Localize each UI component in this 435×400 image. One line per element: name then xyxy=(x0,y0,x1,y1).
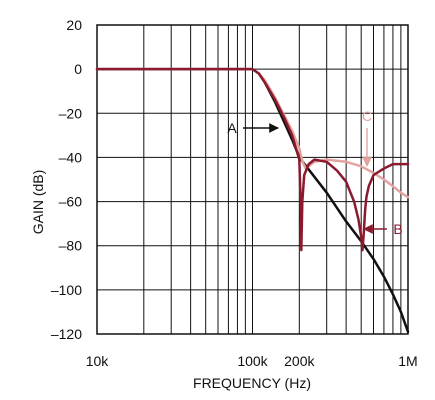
y-axis-tick-labels: 20 0 –20 –40 –60 –80 –100 –120 xyxy=(51,17,82,342)
y-tick-label: 20 xyxy=(66,17,82,33)
x-axis-title: FREQUENCY (Hz) xyxy=(193,375,311,391)
y-tick-label: –80 xyxy=(59,238,83,254)
x-tick-label: 200k xyxy=(284,353,315,369)
x-tick-label: 1M xyxy=(398,353,417,369)
y-tick-label: –20 xyxy=(59,105,83,121)
y-axis-title: GAIN (dB) xyxy=(30,170,46,235)
plot-grid xyxy=(96,24,409,335)
curves xyxy=(95,67,410,334)
y-tick-label: –100 xyxy=(51,282,82,298)
x-axis-tick-labels: 10k 100k 200k 1M xyxy=(86,353,418,369)
y-tick-label: –120 xyxy=(51,326,82,342)
curve-label-b: B xyxy=(393,221,402,237)
x-tick-label: 100k xyxy=(237,353,268,369)
plot-frame xyxy=(96,24,409,335)
x-tick-label: 10k xyxy=(86,353,110,369)
curve-label-a: A xyxy=(227,120,237,136)
curve-label-c: C xyxy=(362,108,372,124)
y-tick-label: –40 xyxy=(59,149,83,165)
y-tick-label: 0 xyxy=(74,61,82,77)
y-tick-label: –60 xyxy=(59,194,83,210)
annotations: A B C xyxy=(227,108,402,237)
series-line-b xyxy=(95,67,410,252)
